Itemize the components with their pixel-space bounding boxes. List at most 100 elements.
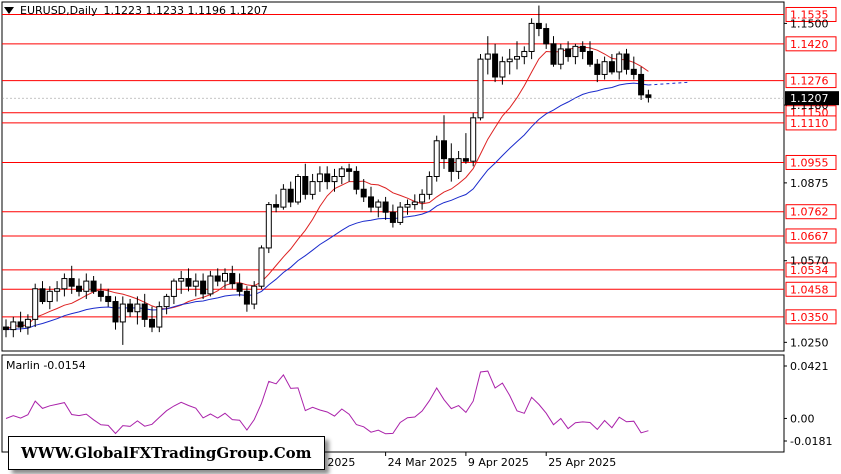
candle-body: [83, 280, 90, 292]
candle-body: [601, 61, 608, 75]
marlin-line: [5, 370, 649, 435]
candle-body: [426, 176, 433, 195]
level-label-box: [785, 73, 837, 89]
candle-body: [616, 53, 623, 73]
candle-body: [638, 73, 645, 96]
candle-body: [441, 140, 447, 160]
level-label-box: [785, 281, 837, 297]
level-label-box: [785, 115, 837, 131]
candle-body: [630, 68, 637, 75]
current-price-box: [785, 91, 839, 106]
candle-body: [324, 173, 331, 183]
candle-body: [258, 247, 265, 287]
candle-body: [200, 280, 207, 295]
candle-body: [448, 158, 455, 172]
level-label: 1.0350: [790, 311, 829, 324]
candle-body: [295, 176, 301, 203]
watermark: WWW.GlobalFXTradingGroup.Com: [8, 436, 325, 470]
candle-body: [462, 158, 469, 162]
date-label: 25 Apr 2025: [548, 456, 616, 469]
chart-header: EURUSD,Daily 1.1223 1.1233 1.1196 1.1207: [4, 4, 268, 17]
level-label-box: [785, 36, 837, 52]
level-label-box: [785, 309, 837, 325]
candle-body: [10, 321, 17, 331]
candle-body: [90, 280, 97, 292]
candle-body: [243, 290, 250, 305]
candle-body: [543, 28, 550, 45]
candle-body: [54, 288, 61, 292]
level-label: 1.1535: [790, 8, 829, 21]
candle-body: [178, 278, 185, 282]
candle-body: [46, 290, 53, 303]
candle-body: [389, 211, 396, 223]
candle-body: [470, 117, 477, 162]
candle-body: [134, 303, 141, 313]
candle-body: [156, 306, 163, 328]
price-tick-label: 1.1500: [790, 17, 829, 30]
indicator-tick-label: 0.0421: [790, 360, 829, 373]
candle-body: [97, 290, 104, 297]
indicator-tick-label: -0.0181: [790, 435, 832, 448]
collapse-triangle-icon[interactable]: [4, 7, 14, 14]
candle-body: [397, 206, 404, 223]
symbol-label: EURUSD,Daily: [20, 4, 98, 17]
candle-body: [353, 170, 360, 190]
current-price-label: 1.1207: [790, 92, 829, 105]
candle-body: [76, 285, 82, 292]
candle-body: [433, 140, 440, 178]
candle-body: [557, 48, 564, 65]
candle-body: [477, 58, 484, 119]
candle-body: [265, 204, 272, 249]
candle-body: [24, 318, 31, 328]
candle-body: [287, 188, 294, 203]
level-label: 1.0534: [790, 264, 829, 277]
price-pane: [1, 1, 785, 352]
candle-body: [506, 58, 513, 63]
candle-body: [535, 22, 542, 30]
candle-body: [316, 173, 323, 183]
indicator-pane: [1, 354, 785, 453]
candle-body: [273, 204, 280, 208]
date-label: 24 Mar 2025: [388, 456, 458, 469]
candle-body: [360, 188, 367, 198]
candle-body: [141, 303, 148, 320]
candle-body: [207, 275, 214, 295]
level-label: 1.0762: [790, 206, 829, 219]
level-label-box: [785, 262, 837, 278]
candle-body: [368, 196, 374, 208]
candle-body: [229, 272, 236, 285]
candle-body: [192, 280, 199, 287]
candle-body: [222, 272, 228, 282]
candle-body: [587, 50, 593, 65]
candle-body: [68, 278, 75, 287]
candle-body: [375, 201, 382, 208]
candle-body: [280, 188, 287, 208]
ohlc-values: 1.1223 1.1233 1.1196 1.1207: [103, 4, 268, 17]
candle-body: [492, 53, 499, 78]
candle-body: [331, 176, 338, 183]
candle-body: [572, 45, 579, 58]
indicator-label: Marlin -0.0154: [6, 359, 86, 372]
price-tick-label: 1.0250: [790, 336, 829, 349]
candle-body: [419, 193, 426, 203]
candle-body: [236, 283, 243, 292]
candle-body: [39, 288, 46, 303]
level-label-box: [785, 6, 837, 22]
candle-body: [338, 168, 345, 177]
candle-body: [594, 63, 601, 75]
candle-body: [608, 61, 615, 73]
level-label: 1.0955: [790, 156, 829, 169]
candle-body: [302, 176, 309, 195]
candle-body: [404, 204, 411, 208]
candle-body: [32, 288, 39, 320]
date-label: 9 Apr 2025: [468, 456, 529, 469]
candle-body: [119, 303, 126, 323]
slow-moving-average-projection: [648, 81, 689, 86]
candle-body: [382, 201, 389, 213]
candle-body: [565, 48, 572, 58]
candle-body: [514, 56, 520, 60]
level-label-box: [785, 228, 837, 244]
price-tick-label: 1.0570: [790, 255, 829, 268]
candle-body: [550, 43, 557, 65]
